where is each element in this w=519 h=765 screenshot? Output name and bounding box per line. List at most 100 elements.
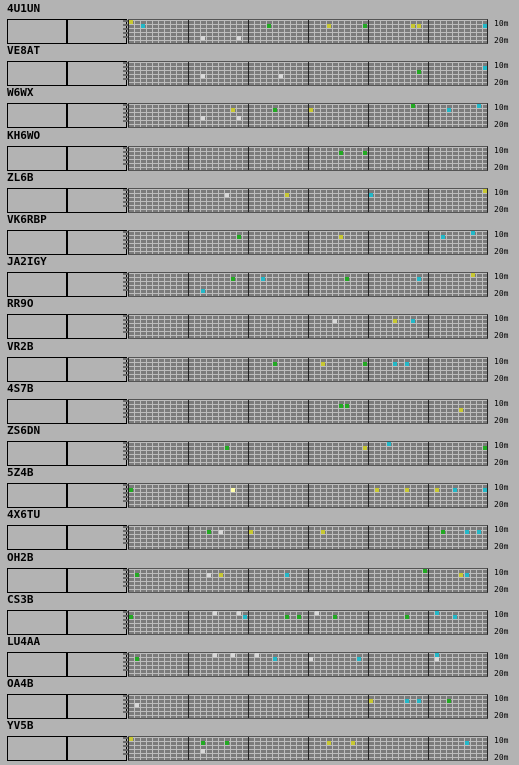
spot-cell	[249, 530, 253, 535]
spot-cell	[327, 741, 331, 746]
spot-cell	[207, 530, 211, 535]
spot-cell	[201, 289, 205, 294]
band-tick	[123, 458, 128, 460]
spot-cell	[339, 403, 343, 408]
time-band-grid	[128, 187, 488, 213]
band-label-10m: 10m	[494, 145, 509, 155]
band-tick	[123, 204, 128, 207]
beacon-callsign: 4X6TU	[7, 508, 41, 522]
time-band-grid	[128, 567, 488, 593]
spot-cell	[309, 657, 313, 661]
band-tick	[123, 745, 128, 748]
band-tick	[123, 526, 128, 529]
beacon-callsign: OA4B	[7, 677, 34, 691]
band-tick	[123, 454, 128, 456]
time-band-grid	[128, 736, 488, 762]
band-label-10m: 10m	[494, 187, 509, 197]
spot-cell	[243, 614, 247, 619]
spot-cell	[483, 188, 487, 193]
beacon-row: VK6RBP 10m 20m	[0, 214, 519, 256]
band-tick	[123, 243, 128, 245]
time-band-grid	[128, 19, 488, 44]
spot-cell	[411, 104, 415, 109]
band-label-10m: 10m	[494, 61, 509, 71]
spot-cell	[333, 319, 337, 324]
spot-cell	[231, 653, 235, 657]
info-box-right	[67, 272, 127, 298]
band-label-20m: 20m	[494, 289, 509, 299]
band-tick	[123, 32, 128, 34]
time-band-grid	[128, 145, 488, 171]
band-label-10m: 10m	[494, 694, 509, 704]
band-tick	[123, 695, 128, 698]
info-box-left	[7, 483, 67, 509]
spot-cell	[417, 70, 421, 75]
band-label-10m: 10m	[494, 441, 509, 450]
band-tick	[123, 411, 128, 414]
info-box-left	[7, 652, 67, 677]
beacon-callsign: JA2IGY	[7, 255, 47, 269]
info-box-right	[67, 61, 127, 87]
spot-cell	[375, 488, 379, 493]
info-box-left	[7, 145, 67, 171]
beacon-row: W6WX 10m 20m	[0, 87, 519, 129]
spot-cell	[225, 446, 229, 450]
beacon-row: ZS6DN 10m 20m	[0, 425, 519, 467]
band-tick	[123, 319, 128, 322]
band-tick	[123, 488, 128, 491]
spot-cell	[369, 192, 373, 197]
band-tick	[123, 327, 128, 330]
band-tick	[123, 399, 128, 402]
beacon-callsign: VE8AT	[7, 44, 41, 58]
spot-cell	[369, 699, 373, 704]
spot-cell	[237, 116, 241, 121]
band-tick	[123, 711, 128, 714]
spot-cell	[387, 442, 391, 446]
spot-cell	[459, 572, 463, 577]
band-label-20m: 20m	[494, 500, 509, 510]
spot-cell	[219, 572, 223, 577]
band-tick	[123, 580, 128, 583]
spot-cell	[129, 20, 133, 24]
band-label-20m: 20m	[494, 373, 509, 383]
spot-cell	[405, 361, 409, 366]
info-box-right	[67, 145, 127, 171]
spot-cell	[411, 319, 415, 324]
info-box-left	[7, 314, 67, 340]
spot-cell	[345, 403, 349, 408]
info-box-right	[67, 19, 127, 44]
band-tick	[123, 70, 128, 73]
band-label-20m: 20m	[494, 78, 509, 88]
band-tick	[123, 369, 128, 372]
band-tick	[123, 188, 128, 191]
spot-cell	[363, 150, 367, 155]
band-label-20m: 20m	[494, 626, 509, 636]
spot-cell	[129, 488, 133, 493]
spot-cell	[207, 572, 211, 577]
spot-cell	[417, 277, 421, 282]
band-tick	[123, 361, 128, 364]
band-label-10m: 10m	[494, 525, 509, 535]
band-tick	[123, 78, 128, 81]
band-tick	[123, 407, 128, 410]
beacon-callsign: RR9O	[7, 297, 34, 311]
time-band-grid	[128, 441, 488, 466]
info-box-right	[67, 567, 127, 593]
info-box-right	[67, 652, 127, 677]
band-tick	[123, 112, 128, 115]
band-tick	[123, 737, 128, 740]
spot-cell	[135, 572, 139, 577]
beacon-row: 4X6TU 10m 20m	[0, 509, 519, 551]
spot-cell	[393, 319, 397, 324]
spot-cell	[285, 192, 289, 197]
band-tick	[123, 699, 128, 702]
beacon-callsign: 5Z4B	[7, 466, 34, 480]
beacon-row: 5Z4B 10m 20m	[0, 467, 519, 509]
spot-cell	[435, 653, 439, 657]
info-box-right	[67, 356, 127, 382]
spot-cell	[255, 653, 259, 657]
band-label-20m: 20m	[494, 120, 509, 130]
beacon-row: RR9O 10m 20m	[0, 298, 519, 340]
band-tick	[123, 753, 128, 756]
info-box-left	[7, 356, 67, 382]
